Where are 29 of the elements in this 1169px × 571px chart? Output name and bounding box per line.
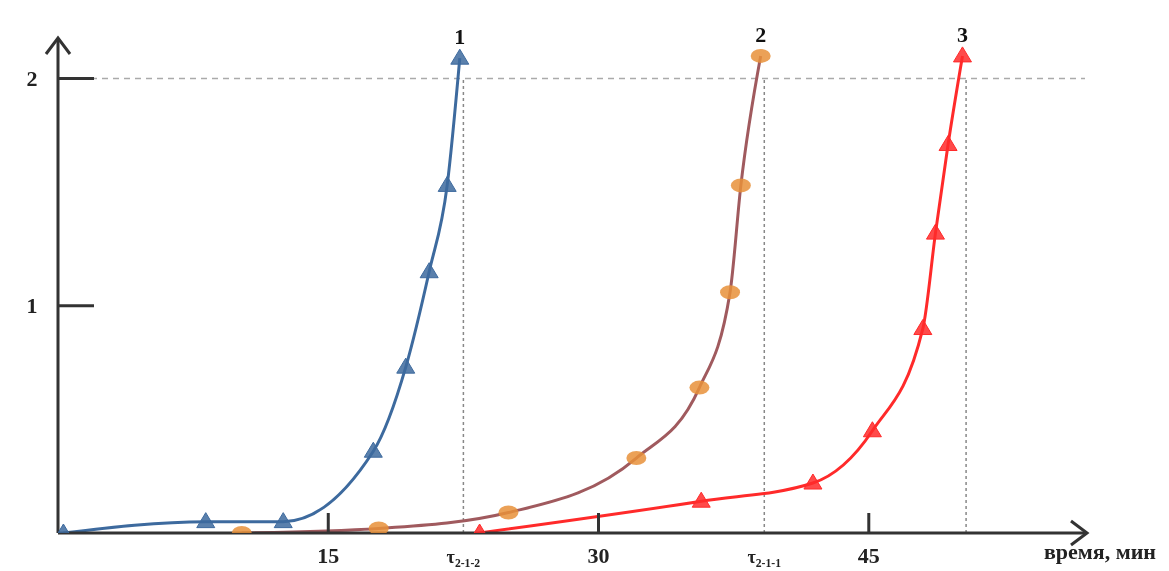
series-label: 1 [454,24,466,50]
point [938,135,958,152]
point [396,357,416,374]
x-axis-title: время, мин [1043,539,1157,564]
point [196,512,216,529]
point [750,48,771,63]
point [626,451,647,466]
point [803,473,823,490]
point [273,512,293,529]
point [925,223,945,240]
x-tick-label: τ$_{2-1-1}$ [747,547,782,571]
x-tick-label: τ$_{2-1-2}$ [446,547,481,571]
point [437,175,457,192]
x-tick-label: 45 [857,543,880,568]
point [689,380,710,395]
point [363,441,383,458]
point [450,48,470,65]
point [691,491,711,508]
series-label: 2 [755,21,767,47]
point [419,262,439,279]
point [720,285,741,300]
point [952,46,972,63]
point [862,421,882,438]
x-tick-label: 30 [587,543,610,568]
x-tick-label: 15 [317,543,340,568]
series-label: 3 [956,21,968,47]
point [730,178,751,193]
point [913,319,933,336]
point [498,505,519,520]
